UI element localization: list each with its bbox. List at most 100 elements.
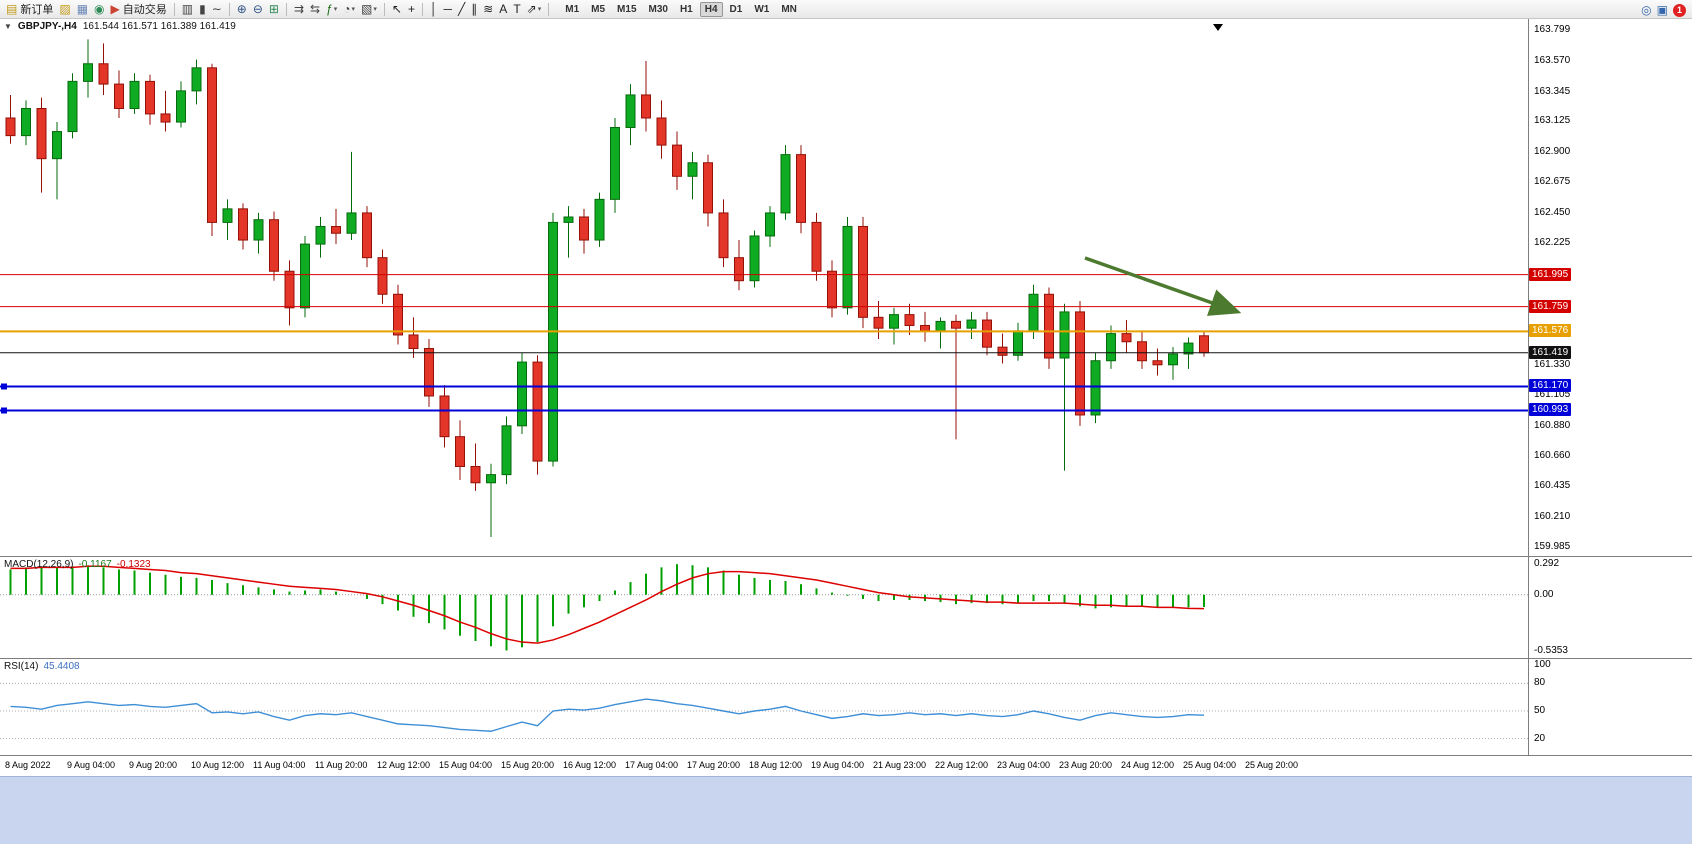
macd-header: MACD(12,26,9) -0.1167 -0.1323 <box>4 559 151 570</box>
line-handle[interactable] <box>1 407 7 414</box>
tile-windows-button[interactable]: ⊞ <box>267 1 281 17</box>
macd-plot[interactable] <box>0 557 1528 658</box>
cursor-button[interactable]: ↖ <box>390 1 404 17</box>
candle <box>362 206 372 268</box>
rsi-tick-label: 100 <box>1534 659 1551 670</box>
date-tick-label: 18 Aug 12:00 <box>749 760 803 770</box>
candle <box>610 117 620 213</box>
price-tick-label: 160.435 <box>1534 480 1571 492</box>
notification-badge[interactable]: 1 <box>1673 3 1686 17</box>
timeframe-w1[interactable]: W1 <box>754 3 770 15</box>
collapse-icon[interactable]: ▼ <box>4 22 12 31</box>
zoom-out-icon: ⊖ <box>252 2 263 16</box>
text-label-button[interactable]: T <box>511 1 522 17</box>
candlestick-icon: ▮ <box>199 2 206 16</box>
timeframe-h1[interactable]: H1 <box>679 3 693 15</box>
candle <box>52 122 62 200</box>
timeframe-h4[interactable]: H4 <box>699 1 723 17</box>
candle <box>796 145 806 234</box>
timeframe-m5[interactable]: M5 <box>591 3 606 15</box>
chart-shift-button[interactable]: ⇆ <box>308 1 322 17</box>
profiles-icon: ▨ <box>59 2 71 16</box>
indicators-button[interactable]: ƒ ▾ <box>324 1 339 17</box>
timeframe-m30[interactable]: M30 <box>648 3 668 15</box>
toolbar-right: ◎ ▣ 1 <box>1641 2 1686 18</box>
candle <box>1013 322 1023 361</box>
price-scale[interactable]: 163.799 163.570 163.345 163.125 162.900 162.6… <box>1528 19 1692 556</box>
auto-trading-button-label: 自动交易 <box>122 4 167 16</box>
chart-ohlc-readout: 161.544 161.571 161.389 161.419 <box>82 21 236 32</box>
templates-button[interactable]: ▧ ▾ <box>359 1 379 17</box>
price-tick-label: 162.450 <box>1534 206 1571 218</box>
candle <box>439 385 450 448</box>
text-icon: A <box>499 2 508 16</box>
candle <box>269 211 279 281</box>
candle <box>36 97 47 193</box>
arrows-button[interactable]: ⇗ ▾ <box>525 1 544 17</box>
main-chart-panel[interactable]: ▼ GBPJPY-,H4 161.544 161.571 161.389 161… <box>0 19 1692 557</box>
arrows-icon: ⇗ <box>526 2 537 16</box>
price-tick-label: 161.105 <box>1534 389 1571 401</box>
candle <box>672 131 682 190</box>
timeframe-mn[interactable]: MN <box>781 3 797 15</box>
candle <box>656 100 667 159</box>
auto-scroll-button[interactable]: ⇉ <box>292 1 306 17</box>
time-axis[interactable]: 8 Aug 2022 9 Aug 04:00 9 Aug 20:00 10 Aug 1… <box>0 756 1692 776</box>
price-tick-label: 163.570 <box>1534 55 1571 67</box>
macd-main-value: -0.1167 <box>78 559 112 570</box>
line-chart-button[interactable]: ∼ <box>210 1 224 17</box>
date-tick-label: 22 Aug 12:00 <box>935 760 989 770</box>
candle <box>579 208 589 254</box>
tile-windows-icon: ⊞ <box>268 2 279 16</box>
candlestick-button[interactable]: ▮ <box>197 1 208 17</box>
macd-tick-label: -0.5353 <box>1534 645 1568 657</box>
candle <box>486 463 496 538</box>
periods-button[interactable]: ◔ ▾ <box>341 1 357 17</box>
candle <box>842 216 853 315</box>
timeframe-bar: M1 M5 M15 M30 H1 H4 D1 W1 MN <box>559 1 803 17</box>
crosshair-button[interactable]: + <box>406 1 417 17</box>
vertical-line-button[interactable]: │ <box>428 1 440 17</box>
rsi-panel[interactable]: RSI(14) 45.4408 100 80 50 20 <box>0 659 1692 756</box>
new-order-button[interactable]: ▤ 新订单 <box>4 1 55 17</box>
bar-chart-button[interactable]: ▥ <box>180 1 195 17</box>
trend-arrow[interactable] <box>1084 256 1242 316</box>
candle <box>734 240 744 291</box>
candle <box>873 301 884 340</box>
trendline-button[interactable]: ╱ <box>456 1 467 17</box>
timeframe-d1[interactable]: D1 <box>729 3 743 15</box>
timeframe-m1[interactable]: M1 <box>565 3 580 15</box>
fibonacci-button[interactable]: ≋ <box>481 1 495 17</box>
rsi-plot[interactable] <box>0 659 1528 755</box>
date-tick-label: 23 Aug 20:00 <box>1059 760 1113 770</box>
line-handle[interactable] <box>1 383 7 390</box>
zoom-in-button[interactable]: ⊕ <box>235 1 249 17</box>
candle <box>827 260 837 318</box>
crosshair-icon: + <box>407 2 415 16</box>
candle <box>1075 301 1085 426</box>
candle <box>129 73 140 114</box>
price-tick-label: 163.345 <box>1534 85 1571 97</box>
candle <box>253 212 264 254</box>
auto-trading-button[interactable]: ▶ 自动交易 <box>109 1 169 17</box>
candle <box>517 352 527 434</box>
horizontal-line-button[interactable]: ─ <box>441 1 454 17</box>
rsi-tick-label: 50 <box>1534 705 1546 716</box>
chart-shift-marker[interactable] <box>1213 24 1223 31</box>
channel-button[interactable]: ∥ <box>469 1 479 17</box>
price-chart-plot[interactable] <box>0 19 1528 556</box>
profiles-button[interactable]: ▨ <box>57 1 72 17</box>
indicators-icon: ƒ <box>326 2 333 16</box>
search-button[interactable]: ◎ <box>1641 3 1652 17</box>
candle <box>377 249 388 304</box>
text-button[interactable]: A <box>497 1 509 17</box>
candle <box>1137 330 1147 369</box>
print-button[interactable]: ▦ <box>75 1 90 17</box>
current-price-label: 161.419 <box>1529 345 1572 359</box>
timeframe-m15[interactable]: M15 <box>617 3 637 15</box>
macd-panel[interactable]: MACD(12,26,9) -0.1167 -0.1323 0.292 0.00 -… <box>0 557 1692 659</box>
refresh-button[interactable]: ◉ <box>92 1 106 17</box>
zoom-out-button[interactable]: ⊖ <box>251 1 265 17</box>
chart-header: ▼ GBPJPY-,H4 161.544 161.571 161.389 161… <box>4 21 236 32</box>
new-chart-button[interactable]: ▣ <box>1656 3 1668 17</box>
